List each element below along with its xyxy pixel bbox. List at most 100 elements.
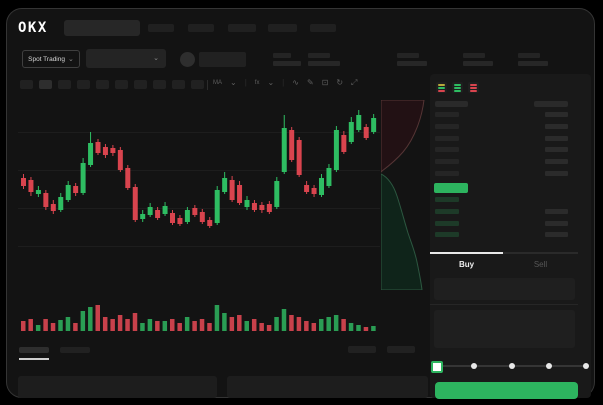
dash	[438, 86, 445, 89]
candle-body	[289, 130, 295, 160]
candle-body	[207, 220, 213, 226]
overlay-dropdown[interactable]: fx	[254, 80, 260, 86]
slider-stop[interactable]	[545, 363, 552, 369]
ask-row-price[interactable]	[435, 136, 459, 141]
ma-indicator-dropdown[interactable]: MA	[213, 80, 222, 86]
candle-body	[244, 200, 250, 207]
draw-pencil-icon[interactable]: ✎	[306, 78, 314, 87]
candle-body	[304, 185, 310, 192]
volume-bar	[35, 325, 41, 331]
volume-bar	[311, 323, 317, 331]
volume-bar	[147, 319, 153, 331]
market-selector-button[interactable]: Spot Trading ⌄	[22, 50, 80, 68]
chevron-down-icon[interactable]: ⌄	[230, 78, 237, 87]
candle-body	[170, 213, 175, 223]
volume-bar	[125, 319, 130, 331]
refresh-icon[interactable]: ↻	[336, 78, 344, 87]
volume-bar	[184, 317, 190, 331]
bid-row-price[interactable]	[435, 197, 459, 202]
candle-body	[356, 115, 362, 130]
nav-item[interactable]	[268, 24, 297, 32]
timeframe-button[interactable]	[39, 80, 52, 89]
volume-bar	[28, 319, 33, 331]
timeframe-button[interactable]	[96, 80, 109, 89]
bid-row-price[interactable]	[435, 232, 459, 237]
bottom-tab[interactable]	[60, 347, 90, 353]
timeframe-button[interactable]	[134, 80, 147, 89]
volume-bar	[281, 309, 287, 331]
nav-item[interactable]	[148, 24, 174, 32]
candle-body	[95, 142, 101, 153]
search-input[interactable]	[64, 20, 140, 36]
timeframe-button[interactable]	[153, 80, 166, 89]
pair-selector-dropdown[interactable]: ⌄	[86, 49, 166, 68]
camera-icon[interactable]: ⊡	[321, 78, 329, 87]
timeframe-button[interactable]	[77, 80, 90, 89]
gridline	[18, 246, 380, 247]
book-view-combined-icon[interactable]	[436, 82, 447, 93]
tab-sell[interactable]: Sell	[503, 252, 578, 274]
candle-body	[326, 168, 332, 186]
ask-row-price[interactable]	[435, 159, 459, 164]
last-price-bar[interactable]	[434, 183, 468, 193]
candlestick-chart[interactable]	[18, 98, 380, 294]
candle-body	[266, 204, 272, 212]
stat-label	[273, 53, 291, 58]
amount-slider[interactable]	[431, 361, 589, 373]
bottom-tab-active[interactable]	[19, 347, 49, 353]
gridline	[18, 170, 380, 171]
ask-row-price[interactable]	[435, 124, 459, 129]
ask-row-price[interactable]	[435, 171, 459, 176]
volume-bar	[341, 319, 346, 331]
candle-body	[80, 163, 86, 193]
slider-stop[interactable]	[583, 363, 589, 369]
volume-bar	[95, 305, 100, 331]
timeframe-button[interactable]	[20, 80, 33, 89]
chevron-down-icon: ⌄	[67, 55, 74, 63]
candle-body	[259, 205, 265, 210]
candle-body	[162, 206, 168, 214]
nav-item[interactable]	[188, 24, 214, 32]
slider-handle[interactable]	[431, 361, 443, 373]
book-view-asks-icon[interactable]	[468, 82, 479, 93]
candle-body	[117, 150, 123, 170]
tab-buy[interactable]: Buy	[430, 252, 503, 274]
timeframe-button[interactable]	[58, 80, 71, 89]
ask-row-price[interactable]	[435, 147, 459, 152]
dash	[454, 83, 461, 86]
volume-bar	[117, 315, 123, 331]
timeframe-button[interactable]	[191, 80, 204, 89]
dash	[438, 83, 445, 86]
candle-body	[192, 208, 198, 215]
chevron-down-icon[interactable]: ⌄	[267, 78, 275, 87]
volume-bar	[155, 321, 160, 331]
candle-body	[333, 130, 339, 170]
fullscreen-icon[interactable]: ⤢	[351, 78, 358, 87]
timeframe-button[interactable]	[115, 80, 128, 89]
nav-item[interactable]	[228, 24, 256, 32]
slider-stop[interactable]	[508, 363, 515, 369]
ask-row-amount	[545, 159, 568, 164]
price-input[interactable]	[434, 278, 575, 300]
bid-row-price[interactable]	[435, 221, 459, 226]
book-view-bids-icon[interactable]	[452, 82, 463, 93]
timeframe-button[interactable]	[172, 80, 185, 89]
candle-body	[88, 143, 94, 165]
ask-row-price[interactable]	[435, 112, 459, 117]
bid-row-price[interactable]	[435, 209, 459, 214]
stat-value	[397, 61, 427, 66]
nav-item[interactable]	[310, 24, 336, 32]
buy-submit-button[interactable]	[435, 382, 578, 399]
volume-bar	[244, 321, 249, 331]
bottom-right-control[interactable]	[387, 346, 415, 353]
slider-stop[interactable]	[471, 363, 478, 369]
ask-row-amount	[545, 112, 568, 117]
volume-bar	[356, 325, 361, 331]
amount-input[interactable]	[434, 310, 575, 348]
bottom-right-control[interactable]	[348, 346, 376, 353]
pair-name-placeholder[interactable]	[199, 52, 246, 67]
volume-bar	[88, 307, 93, 331]
volume-bar	[110, 319, 115, 331]
line-type-icon[interactable]: ∿	[292, 78, 299, 87]
